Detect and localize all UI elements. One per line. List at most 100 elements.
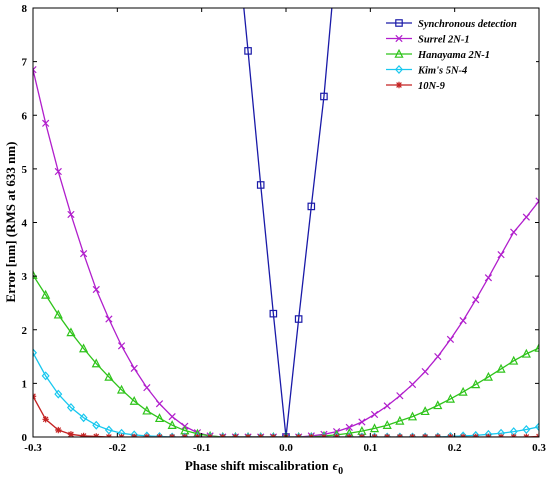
x-tick-label: 0.3 — [532, 442, 546, 454]
data-point — [130, 430, 139, 437]
data-point — [80, 432, 87, 437]
data-point — [408, 432, 417, 437]
x-axis-label-text: Phase shift miscalibration — [185, 458, 329, 473]
legend-marker — [395, 19, 403, 27]
data-point — [53, 309, 63, 319]
data-point — [155, 400, 164, 408]
data-point — [244, 432, 253, 437]
data-point — [154, 413, 165, 423]
data-point — [129, 395, 139, 405]
data-point — [206, 432, 215, 437]
data-point — [535, 197, 539, 205]
data-point — [256, 432, 265, 437]
data-point — [496, 363, 506, 373]
series-1 — [33, 66, 539, 437]
data-point — [472, 296, 480, 304]
data-point — [471, 430, 480, 437]
data-point — [41, 371, 50, 381]
data-point — [458, 386, 468, 396]
legend-marker — [394, 48, 404, 58]
legend-label: Surrel 2N-1 — [418, 34, 470, 45]
data-point — [33, 66, 37, 74]
data-point — [383, 402, 391, 410]
x-axis-subscript: 0 — [338, 466, 343, 477]
y-tick-label: 2 — [22, 325, 28, 337]
data-point — [130, 364, 138, 372]
data-point — [534, 422, 539, 432]
data-point — [231, 432, 240, 437]
data-point — [332, 432, 341, 437]
data-point — [358, 418, 366, 426]
series-2 — [33, 269, 539, 437]
data-point — [105, 315, 113, 323]
x-axis-label: Phase shift miscalibration ϵ0 — [185, 458, 343, 477]
data-point — [91, 358, 101, 368]
data-point — [42, 119, 50, 127]
data-point — [269, 309, 278, 318]
legend-entry: Hanayama 2N-1 — [386, 48, 490, 61]
data-point — [55, 426, 62, 434]
y-axis-label: Error [nm] (RMS at 633 nm) — [3, 142, 18, 303]
y-tick-label: 1 — [22, 378, 28, 390]
data-point — [92, 285, 100, 294]
data-point — [446, 335, 455, 344]
data-point — [383, 432, 392, 437]
data-point — [104, 425, 113, 435]
data-point — [497, 251, 505, 259]
data-point — [33, 269, 38, 279]
data-point — [294, 432, 303, 437]
data-point — [256, 181, 265, 189]
data-point — [434, 352, 442, 361]
data-point — [433, 432, 442, 437]
data-point — [93, 433, 100, 437]
data-point — [395, 432, 404, 437]
legend-entry: Kim's 5N-4 — [386, 64, 467, 76]
data-point — [370, 410, 379, 419]
legend: Synchronous detection Surrel 2N-1 Hanayama… — [382, 12, 536, 96]
legend-entry: Synchronous detection — [386, 19, 517, 30]
legend-label: Kim's 5N-4 — [417, 65, 467, 76]
data-point — [433, 400, 443, 410]
data-point — [294, 315, 303, 323]
data-point — [421, 367, 429, 376]
legend-entry: Surrel 2N-1 — [386, 34, 470, 45]
data-point — [142, 405, 152, 415]
y-tick-label: 4 — [22, 218, 28, 230]
y-tick-label: 5 — [22, 164, 28, 176]
x-tick-label: -0.2 — [109, 442, 127, 454]
legend-marker — [395, 34, 403, 43]
data-point — [459, 317, 467, 325]
data-point — [534, 342, 539, 352]
x-axis-symbol: ϵ — [333, 458, 339, 473]
data-point — [117, 342, 126, 350]
data-point — [79, 413, 88, 423]
data-point — [510, 228, 518, 236]
data-point — [420, 406, 430, 416]
series-0 — [243, 8, 333, 437]
data-point — [483, 371, 493, 381]
data-point — [92, 420, 101, 430]
data-point — [319, 432, 328, 437]
data-point — [320, 92, 328, 101]
x-tick-label: -0.3 — [24, 442, 42, 454]
data-point — [116, 384, 127, 394]
data-point — [79, 343, 89, 353]
data-point — [382, 420, 392, 430]
data-point — [66, 327, 76, 337]
data-point — [407, 411, 418, 421]
data-point — [484, 274, 493, 282]
series-4 — [33, 393, 539, 437]
data-point — [244, 47, 252, 55]
data-point — [104, 371, 114, 381]
data-point — [370, 432, 379, 437]
legend-entry: 10N-9 — [386, 81, 446, 92]
axes-layer: -0.3 -0.2 -0.1 0.0 0.1 0.2 0.3 0 1 2 3 4 5 6 7 8 — [22, 3, 547, 454]
data-point — [218, 432, 227, 437]
data-point — [143, 384, 151, 392]
x-tick-label: 0.1 — [363, 442, 377, 454]
data-point — [509, 355, 519, 365]
y-tick-label: 0 — [22, 432, 28, 444]
data-point — [67, 431, 75, 437]
legend-label: Synchronous detection — [418, 19, 517, 30]
data-point — [471, 379, 481, 389]
